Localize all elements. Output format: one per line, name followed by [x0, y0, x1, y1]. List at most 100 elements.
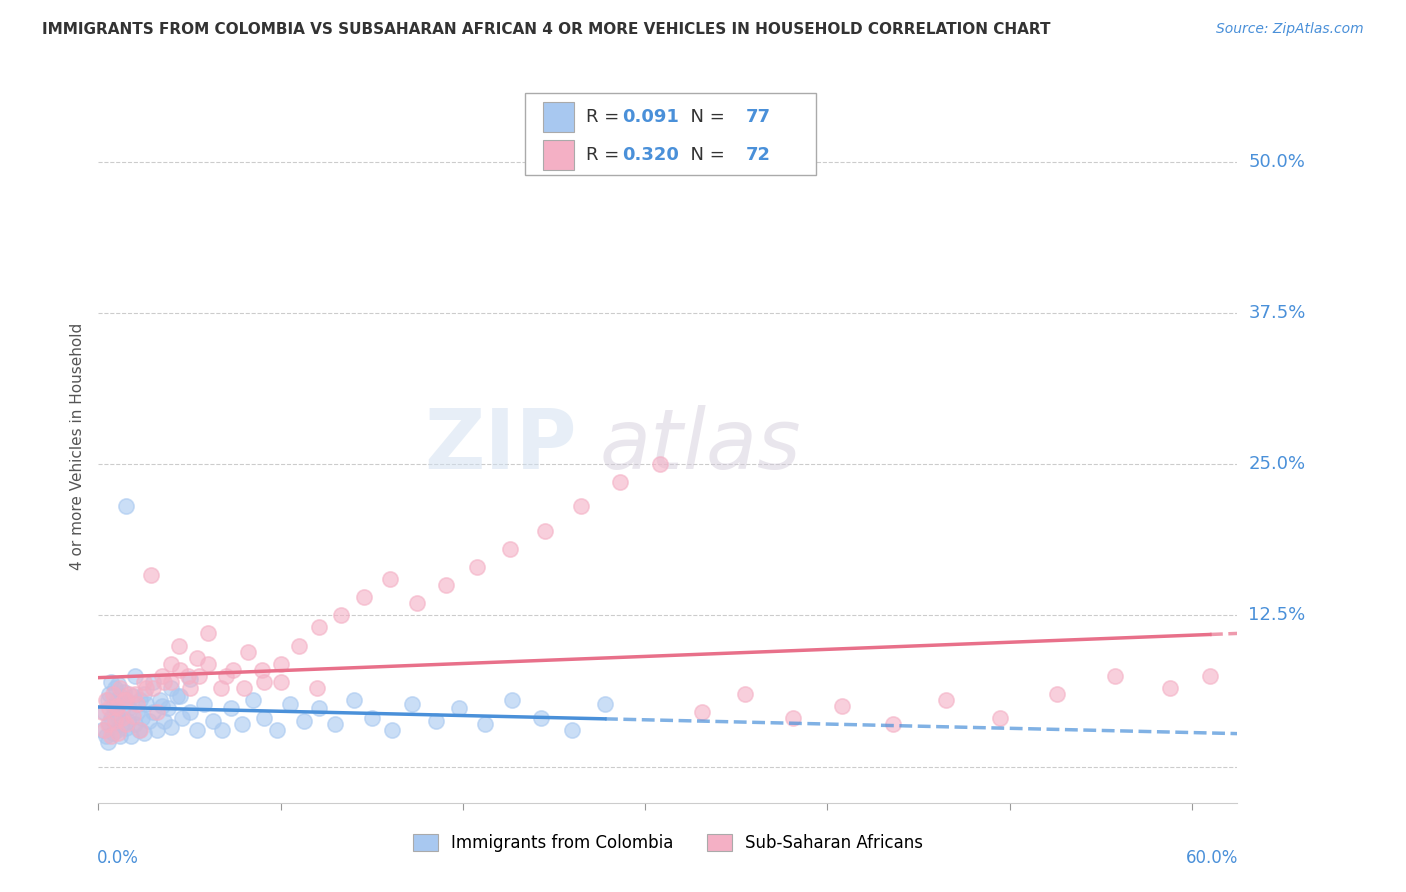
Point [231, 717, 253, 731]
Legend: Immigrants from Colombia, Sub-Saharan Africans: Immigrants from Colombia, Sub-Saharan Af… [406, 827, 929, 859]
Point [149, 693, 172, 707]
Point [179, 673, 201, 687]
Point [112, 693, 135, 707]
Point [98, 717, 121, 731]
Point [104, 714, 127, 728]
Point [122, 708, 145, 723]
Point [166, 690, 188, 704]
Point [135, 697, 157, 711]
Point [129, 693, 152, 707]
Text: 12.5%: 12.5% [1249, 607, 1306, 624]
Point [169, 663, 191, 677]
Text: R =: R = [586, 108, 624, 127]
Point [94, 693, 117, 707]
Point [353, 590, 375, 604]
Point [530, 711, 553, 725]
Point [1104, 669, 1126, 683]
Text: 0.320: 0.320 [623, 145, 679, 164]
Point [101, 699, 124, 714]
Point [252, 663, 274, 677]
Text: 72: 72 [745, 145, 770, 164]
Point [197, 626, 219, 640]
Text: Source: ZipAtlas.com: Source: ZipAtlas.com [1216, 22, 1364, 37]
Text: 37.5%: 37.5% [1249, 304, 1306, 322]
Point [292, 714, 315, 728]
Point [105, 701, 128, 715]
Point [150, 669, 173, 683]
Point [1046, 687, 1069, 701]
Point [561, 723, 583, 738]
Y-axis label: 4 or more Vehicles in Household: 4 or more Vehicles in Household [69, 322, 84, 570]
Point [266, 723, 288, 738]
Point [110, 729, 132, 743]
Point [160, 720, 183, 734]
Text: N =: N = [679, 108, 731, 127]
Point [499, 541, 522, 556]
Point [378, 572, 401, 586]
Text: ZIP: ZIP [425, 406, 576, 486]
Point [111, 701, 134, 715]
Point [132, 687, 155, 701]
Point [278, 697, 301, 711]
Point [187, 669, 209, 683]
Point [107, 725, 129, 739]
Point [160, 674, 183, 689]
Point [381, 723, 404, 738]
Point [160, 681, 183, 695]
Point [107, 711, 129, 725]
Point [101, 725, 124, 739]
Point [990, 711, 1012, 725]
Point [114, 693, 136, 707]
Point [101, 687, 124, 701]
Point [209, 681, 232, 695]
Point [648, 457, 671, 471]
Point [96, 693, 118, 707]
Point [132, 674, 155, 689]
Point [124, 687, 146, 701]
Point [179, 705, 201, 719]
Point [167, 639, 190, 653]
Point [138, 714, 160, 728]
Point [93, 723, 115, 738]
Point [100, 729, 122, 743]
Point [242, 693, 264, 707]
Point [236, 645, 259, 659]
Point [114, 500, 136, 514]
Point [308, 701, 330, 715]
Point [120, 729, 142, 743]
Text: 77: 77 [745, 108, 770, 127]
FancyBboxPatch shape [543, 140, 575, 169]
Text: 0.0%: 0.0% [97, 849, 139, 867]
Text: 60.0%: 60.0% [1187, 849, 1239, 867]
Point [110, 681, 132, 695]
Point [534, 524, 557, 538]
Point [91, 705, 114, 719]
Point [179, 681, 201, 695]
Point [122, 690, 145, 704]
Point [124, 669, 146, 683]
Point [172, 711, 194, 725]
FancyBboxPatch shape [526, 93, 815, 175]
Point [94, 729, 117, 743]
Point [593, 697, 616, 711]
Point [425, 714, 447, 728]
Point [233, 681, 256, 695]
Point [734, 687, 756, 701]
Point [125, 705, 148, 719]
Point [436, 578, 458, 592]
Point [153, 674, 176, 689]
Text: R =: R = [586, 145, 624, 164]
Point [467, 560, 489, 574]
Point [288, 639, 311, 653]
Point [91, 723, 114, 738]
Point [112, 684, 135, 698]
Text: atlas: atlas [599, 406, 801, 486]
Point [93, 705, 115, 719]
Text: N =: N = [679, 145, 731, 164]
Point [690, 705, 713, 719]
Point [329, 608, 352, 623]
Point [609, 475, 631, 490]
Point [111, 711, 134, 725]
Point [935, 693, 957, 707]
Point [253, 711, 276, 725]
